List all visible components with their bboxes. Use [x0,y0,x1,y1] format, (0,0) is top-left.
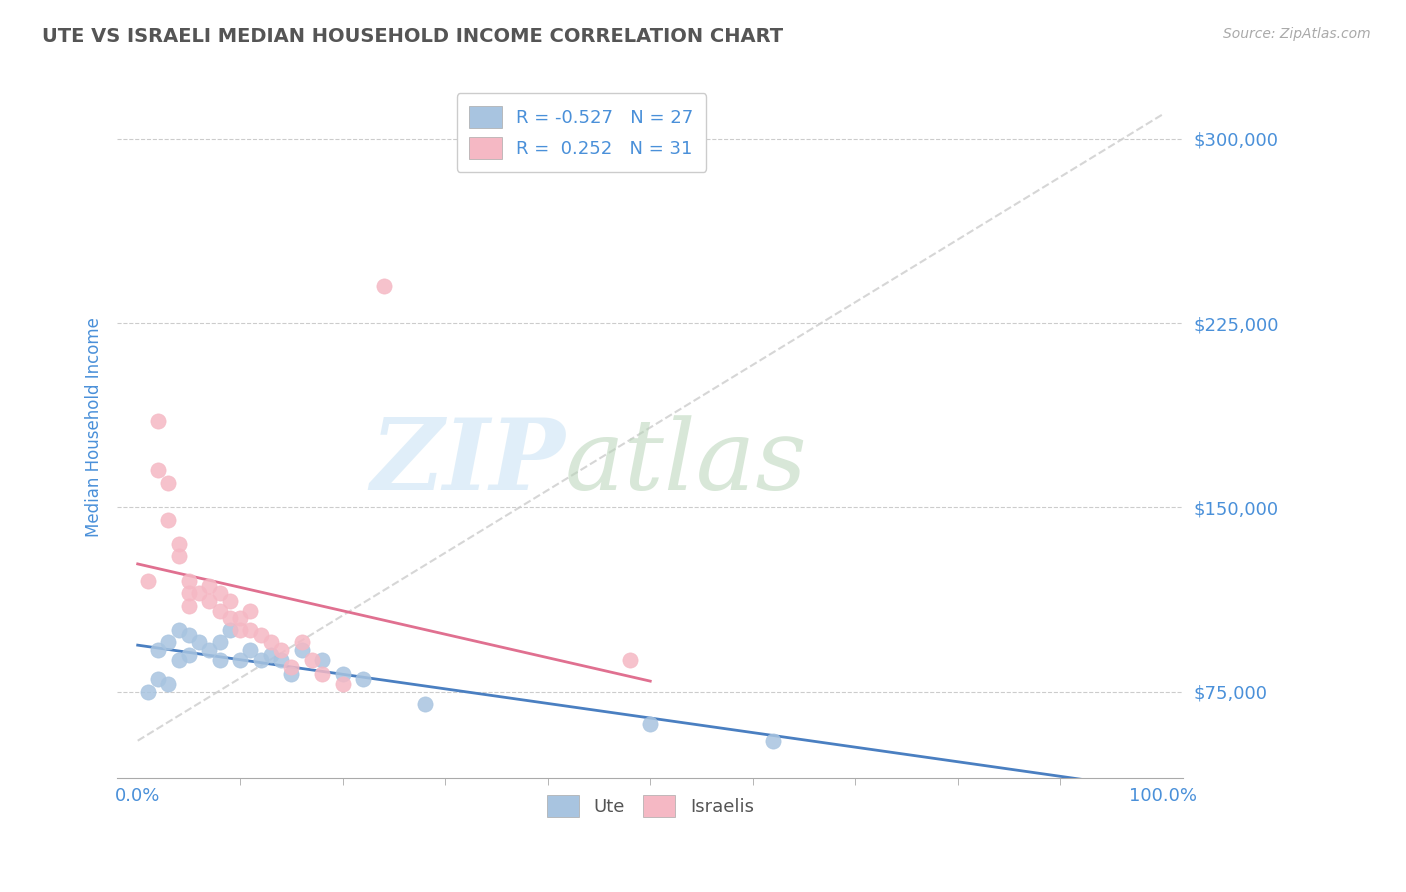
Point [167,549,190,564]
Point [373,279,395,293]
Point [239,642,262,657]
Point [188,586,211,600]
Point [239,623,262,637]
Point [249,628,271,642]
Point [167,653,190,667]
Point [638,716,661,731]
Point [229,653,252,667]
Point [301,653,323,667]
Point [177,648,200,662]
Point [208,603,231,617]
Point [260,635,283,649]
Point [413,697,436,711]
Point [167,623,190,637]
Point [280,667,302,681]
Y-axis label: Median Household Income: Median Household Income [86,318,103,538]
Point [249,653,271,667]
Legend: Ute, Israelis: Ute, Israelis [540,788,761,824]
Point [260,648,283,662]
Point [219,623,242,637]
Point [148,414,170,428]
Point [177,574,200,588]
Point [198,593,221,607]
Point [157,513,180,527]
Point [198,642,221,657]
Point [177,628,200,642]
Point [188,635,211,649]
Point [352,673,374,687]
Point [270,653,292,667]
Point [208,653,231,667]
Point [177,599,200,613]
Point [311,653,333,667]
Point [332,677,354,691]
Point [219,611,242,625]
Point [208,635,231,649]
Point [148,673,170,687]
Point [291,635,314,649]
Point [198,579,221,593]
Point [332,667,354,681]
Point [136,684,159,698]
Point [291,642,314,657]
Text: Source: ZipAtlas.com: Source: ZipAtlas.com [1223,27,1371,41]
Point [157,475,180,490]
Point [136,574,159,588]
Point [148,642,170,657]
Point [157,677,180,691]
Point [148,463,170,477]
Point [229,611,252,625]
Point [619,653,641,667]
Point [762,733,785,747]
Point [167,537,190,551]
Text: UTE VS ISRAELI MEDIAN HOUSEHOLD INCOME CORRELATION CHART: UTE VS ISRAELI MEDIAN HOUSEHOLD INCOME C… [42,27,783,45]
Point [270,642,292,657]
Point [239,603,262,617]
Point [311,667,333,681]
Text: atlas: atlas [565,415,807,510]
Point [280,660,302,674]
Point [157,635,180,649]
Point [208,586,231,600]
Text: ZIP: ZIP [370,414,565,511]
Point [229,623,252,637]
Point [177,586,200,600]
Point [219,593,242,607]
